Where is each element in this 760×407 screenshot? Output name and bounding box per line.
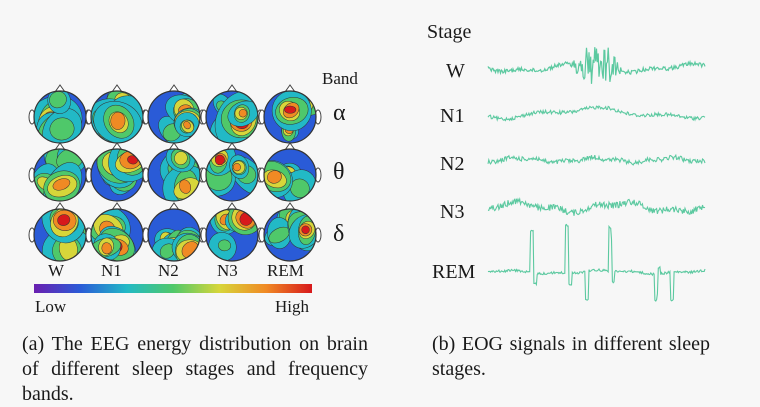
eog-stage-label-n1: N1 [440,105,465,127]
topomap-theta-rem [258,142,322,202]
eog-stage-label-n3: N3 [440,201,465,223]
eog-trace-w [487,47,706,84]
stage-label-n2: N2 [158,261,179,280]
colorbar [34,284,312,293]
colorbar-high-label: High [275,297,309,316]
stage-header: Stage [427,21,472,43]
caption-a: (a) The EEG energy distribution on brain… [22,333,368,405]
stage-label-n1: N1 [101,261,122,280]
stage-label-w: W [48,261,65,280]
band-label-alpha: α [333,100,346,126]
stage-label-n3: N3 [217,261,238,280]
eog-trace-n3 [487,197,706,216]
eog-stage-label-n2: N2 [440,153,465,175]
topomap-theta-n1 [85,142,149,202]
eog-stage-label-rem: REM [432,261,476,283]
topomap-alpha-rem [258,84,322,144]
topomap-alpha-n1 [85,84,149,144]
topomap-delta-n1 [85,202,149,262]
topomap-delta-w [28,202,92,262]
topomap-alpha-n3 [200,84,264,144]
eog-trace-n2 [487,153,706,166]
stage-label-rem: REM [267,261,304,280]
caption-b: (b) EOG signals in different sleep stage… [432,333,710,380]
band-label-delta: δ [333,221,345,247]
band-label-theta: θ [333,159,345,185]
band-header: Band [322,69,358,88]
eog-trace-n1 [487,105,706,122]
topomap-alpha-w [28,84,92,144]
eog-stage-label-w: W [446,60,465,82]
topomap-alpha-n2 [142,84,206,144]
colorbar-low-label: Low [35,297,67,316]
eog-trace-rem [487,223,706,302]
